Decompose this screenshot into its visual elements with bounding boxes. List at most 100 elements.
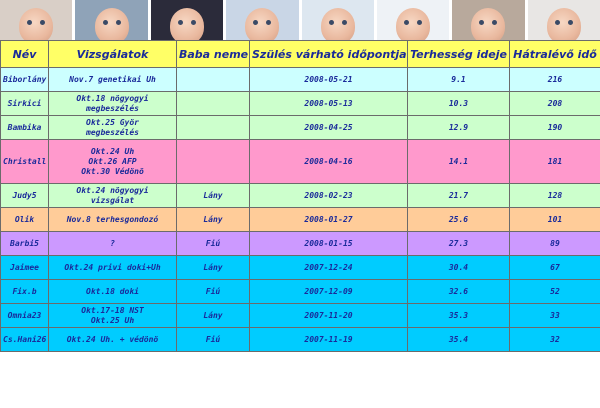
table-row: Omnia23 Okt.17-18 NST Okt.25 Uh Lány 2007-11… — [0, 303, 600, 328]
cell-vizsgalatok: Okt.17-18 NST Okt.25 Uh — [48, 303, 177, 328]
cell-nev: Omnia23 — [0, 303, 49, 328]
table-row: Cs.Hani26 Okt.24 Uh. + védönö Fiú 2007-11-1… — [0, 327, 600, 352]
cell-nev: Biborlány — [0, 67, 49, 92]
header-terhesseg: Terhesség ideje — [407, 40, 510, 68]
cell-szules: 2008-01-15 — [249, 231, 408, 256]
cell-hatralevo: 128 — [509, 183, 600, 208]
cell-vizsgalatok: Okt.18 nögyogyi megbeszélés — [48, 91, 177, 116]
cell-baba-neme: Lány — [176, 183, 250, 208]
vizsgalat-line: megbeszélés — [86, 127, 139, 137]
cell-szules: 2007-11-19 — [249, 327, 408, 352]
cell-hatralevo: 32 — [509, 327, 600, 352]
cell-nev: Barbi5 — [0, 231, 49, 256]
cell-hatralevo: 216 — [509, 67, 600, 92]
vizsgalat-line: Okt.24 Uh — [90, 146, 135, 156]
cell-vizsgalatok: Okt.24 nögyogyi vizsgálat — [48, 183, 177, 208]
cell-nev: Jaimee — [0, 255, 49, 280]
cell-nev: Sirkici — [0, 91, 49, 116]
cell-baba-neme: Fiú — [176, 279, 250, 304]
cell-hatralevo: 208 — [509, 91, 600, 116]
cell-vizsgalatok: Okt.24 Uh. + védönö — [48, 327, 177, 352]
table-row: Barbi5? Fiú 2008-01-15 27.3 89 — [0, 231, 600, 256]
baby-photo-7 — [452, 0, 525, 40]
cell-szules: 2008-02-23 — [249, 183, 408, 208]
baby-photo-5 — [301, 0, 374, 40]
table-body: Biborlány Nov.7 genetikai Uh 2008-05-21 9.1… — [0, 67, 600, 352]
cell-terhesseg: 32.6 — [407, 279, 510, 304]
cell-terhesseg: 35.4 — [407, 327, 510, 352]
cell-szules: 2007-12-09 — [249, 279, 408, 304]
cell-szules: 2008-04-16 — [249, 139, 408, 184]
header-vizsgalatok: Vizsgálatok — [48, 40, 177, 68]
cell-vizsgalatok: ? — [48, 231, 177, 256]
cell-baba-neme — [176, 115, 250, 140]
cell-terhesseg: 21.7 — [407, 183, 510, 208]
table-row: Jaimee Okt.24 privi doki+Uh Lány 2007-12-24… — [0, 255, 600, 280]
cell-hatralevo: 89 — [509, 231, 600, 256]
cell-vizsgalatok: Okt.24 privi doki+Uh — [48, 255, 177, 280]
header-row: Név Vizsgálatok Baba neme Szülés várható… — [0, 40, 600, 68]
pregnancy-table: Név Vizsgálatok Baba neme Szülés várható… — [0, 40, 600, 352]
vizsgalat-line: Okt.25 Györ — [86, 117, 139, 127]
cell-vizsgalatok: Nov.8 terhesgondozó — [48, 207, 177, 232]
cell-szules: 2007-12-24 — [249, 255, 408, 280]
cell-hatralevo: 67 — [509, 255, 600, 280]
baby-photo-6 — [376, 0, 450, 40]
cell-szules: 2008-04-25 — [249, 115, 408, 140]
cell-terhesseg: 9.1 — [407, 67, 510, 92]
cell-baba-neme — [176, 91, 250, 116]
header-nev: Név — [0, 40, 49, 68]
cell-nev: Christall — [0, 139, 49, 184]
cell-baba-neme: Fiú — [176, 327, 250, 352]
cell-nev: Judy5 — [0, 183, 49, 208]
cell-terhesseg: 25.6 — [407, 207, 510, 232]
vizsgalat-line: Okt.30 Védönö — [81, 166, 144, 176]
vizsgalat-line: Okt.24 privi doki+Uh — [64, 262, 161, 272]
photo-banner — [0, 0, 600, 40]
vizsgalat-line: Okt.18 nögyogyi — [76, 93, 149, 103]
vizsgalat-line: megbeszélés — [86, 103, 139, 113]
table-row: Christall Okt.24 Uh Okt.26 AFP Okt.30 Védön… — [0, 139, 600, 184]
cell-nev: Bambika — [0, 115, 49, 140]
header-szules: Szülés várható időpontja — [249, 40, 408, 68]
cell-szules: 2008-05-13 — [249, 91, 408, 116]
cell-hatralevo: 181 — [509, 139, 600, 184]
cell-baba-neme: Lány — [176, 207, 250, 232]
vizsgalat-line: Okt.24 nögyogyi — [76, 185, 149, 195]
cell-baba-neme: Fiú — [176, 231, 250, 256]
cell-vizsgalatok: Nov.7 genetikai Uh — [48, 67, 177, 92]
cell-terhesseg: 30.4 — [407, 255, 510, 280]
vizsgalat-line: Okt.26 AFP — [88, 156, 137, 166]
cell-nev: Fix.b — [0, 279, 49, 304]
cell-szules: 2008-01-27 — [249, 207, 408, 232]
baby-photo-1 — [0, 0, 73, 40]
baby-photo-3 — [150, 0, 224, 40]
table-row: Sirkici Okt.18 nögyogyi megbeszélés 2008-05… — [0, 91, 600, 116]
baby-photo-8 — [527, 0, 600, 40]
vizsgalat-line: Nov.8 terhesgondozó — [66, 214, 159, 224]
vizsgalat-line: Okt.18 doki — [86, 286, 139, 296]
table-row: Biborlány Nov.7 genetikai Uh 2008-05-21 9.1… — [0, 67, 600, 92]
baby-photo-2 — [75, 0, 148, 40]
header-baba-neme: Baba neme — [176, 40, 250, 68]
cell-baba-neme: Lány — [176, 255, 250, 280]
table-row: Bambika Okt.25 Györ megbeszélés 2008-04-25 1… — [0, 115, 600, 140]
table-row: Fix.b Okt.18 doki Fiú 2007-12-09 32.6 52 — [0, 279, 600, 304]
header-hatralevo: Hátralévő idő — [509, 40, 600, 68]
cell-terhesseg: 27.3 — [407, 231, 510, 256]
table-row: Olik Nov.8 terhesgondozó Lány 2008-01-27 25.… — [0, 207, 600, 232]
cell-nev: Olik — [0, 207, 49, 232]
vizsgalat-line: Okt.17-18 NST — [81, 305, 144, 315]
cell-szules: 2008-05-21 — [249, 67, 408, 92]
cell-baba-neme — [176, 139, 250, 184]
cell-baba-neme — [176, 67, 250, 92]
vizsgalat-line: Nov.7 genetikai Uh — [69, 74, 156, 84]
cell-hatralevo: 101 — [509, 207, 600, 232]
cell-szules: 2007-11-20 — [249, 303, 408, 328]
cell-terhesseg: 14.1 — [407, 139, 510, 184]
cell-baba-neme: Lány — [176, 303, 250, 328]
cell-vizsgalatok: Okt.25 Györ megbeszélés — [48, 115, 177, 140]
vizsgalat-line: vizsgálat — [90, 195, 135, 205]
table-row: Judy5 Okt.24 nögyogyi vizsgálat Lány 2008-02… — [0, 183, 600, 208]
cell-hatralevo: 190 — [509, 115, 600, 140]
